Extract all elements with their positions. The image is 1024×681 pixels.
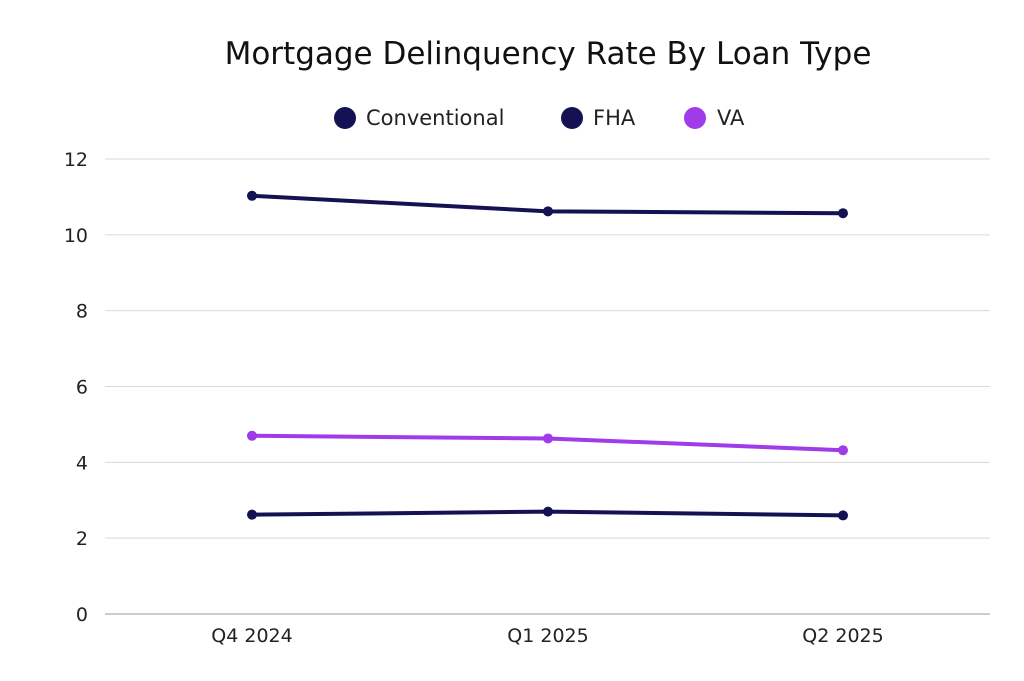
legend-label-conventional: Conventional xyxy=(366,106,504,130)
x-tick-label: Q1 2025 xyxy=(507,625,588,647)
data-point-va-0[interactable] xyxy=(247,430,257,441)
chart-title: Mortgage Delinquency Rate By Loan Type xyxy=(225,36,872,72)
legend-marker-conventional xyxy=(334,107,356,129)
legend-item-conventional[interactable]: Conventional xyxy=(334,106,504,130)
data-point-va-2[interactable] xyxy=(838,445,848,456)
legend-marker-fha xyxy=(561,107,583,129)
x-axis-ticks: Q4 2024 Q1 2025 Q2 2025 xyxy=(211,625,883,647)
y-tick-label: 12 xyxy=(64,149,88,171)
data-point-va-1[interactable] xyxy=(543,433,553,444)
data-point-conventional-2[interactable] xyxy=(838,510,848,521)
x-tick-label: Q2 2025 xyxy=(802,625,883,647)
x-tick-label: Q4 2024 xyxy=(211,625,292,647)
series-layer xyxy=(247,190,848,521)
legend-label-va: VA xyxy=(717,106,745,130)
legend-label-fha: FHA xyxy=(593,106,636,130)
data-point-conventional-0[interactable] xyxy=(247,509,257,520)
legend: Conventional FHA VA xyxy=(334,106,745,130)
y-tick-label: 2 xyxy=(76,528,88,550)
series-fha xyxy=(247,190,848,219)
data-point-conventional-1[interactable] xyxy=(543,506,553,517)
y-tick-label: 6 xyxy=(76,377,88,399)
y-tick-label: 8 xyxy=(76,301,88,323)
legend-item-fha[interactable]: FHA xyxy=(561,106,636,130)
y-tick-label: 0 xyxy=(76,604,88,626)
data-point-fha-0[interactable] xyxy=(247,190,257,201)
y-axis-ticks: 0 2 4 6 8 10 12 xyxy=(64,149,88,626)
y-tick-label: 4 xyxy=(76,452,88,474)
legend-marker-va xyxy=(684,107,706,129)
data-point-fha-2[interactable] xyxy=(838,208,848,219)
grid-layer xyxy=(105,158,990,539)
legend-item-va[interactable]: VA xyxy=(684,106,745,130)
data-point-fha-1[interactable] xyxy=(543,206,553,217)
y-tick-label: 10 xyxy=(64,225,88,247)
series-conventional xyxy=(247,506,848,521)
series-va xyxy=(247,430,848,456)
